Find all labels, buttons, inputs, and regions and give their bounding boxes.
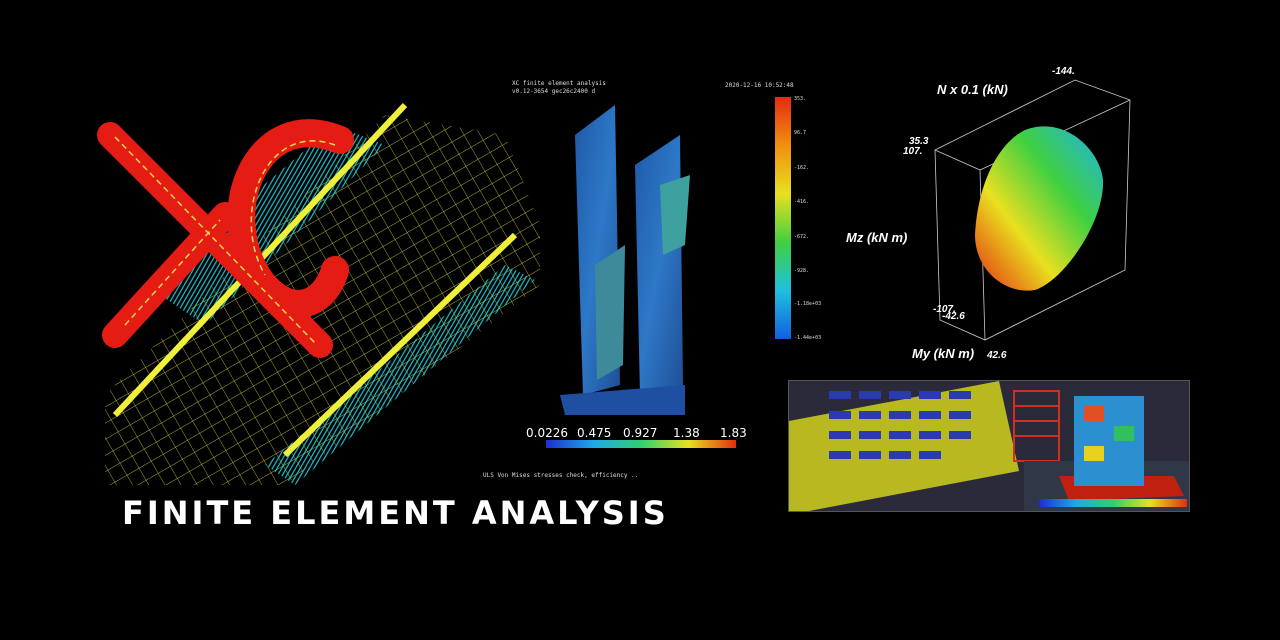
- xc-logo: [97, 119, 354, 358]
- scale-label-0: 0.0226: [526, 426, 568, 440]
- n-axis-label: N x 0.1 (kN): [937, 82, 1008, 97]
- scale-label-1: 0.475: [577, 426, 612, 440]
- fea-header-line1: XC finite element analysis: [512, 80, 606, 87]
- fea-timestamp: 2020-12-16 10:52:48: [725, 82, 794, 89]
- colorbar-label-3: -416.: [794, 199, 810, 205]
- tick-mz-bottom: -107.: [933, 304, 956, 315]
- colorbar-label-2: -162.: [794, 165, 810, 171]
- my-axis-label: My (kN m): [912, 346, 975, 361]
- tick-my-left: -42.6: [942, 311, 965, 322]
- tick-n-left: 107.: [903, 146, 923, 157]
- beam-lower: [282, 232, 518, 458]
- mz-axis-label: Mz (kN m): [846, 230, 908, 245]
- efficiency-scale-bar: [546, 440, 736, 448]
- mesh-render-panel: [97, 102, 540, 485]
- colorbar-label-1: 96.7: [794, 130, 807, 136]
- scale-label-4: 1.83: [720, 426, 747, 440]
- fea-caption: ULS Von Mises stresses check, efficiency…: [483, 472, 639, 479]
- colorbar-label-7: -1.44e+03: [794, 335, 822, 341]
- colorbar-label-6: -1.18e+03: [794, 301, 822, 307]
- tick-mz-top: 35.3: [909, 136, 929, 147]
- colorbar-label-5: -928.: [794, 268, 810, 274]
- building-model-thumbnail: [788, 380, 1190, 512]
- scale-label-3: 1.38: [673, 426, 700, 440]
- colorbar-label-0: 353.: [794, 96, 807, 102]
- steel-connection-render: [560, 105, 690, 415]
- interaction-surface: [975, 126, 1104, 291]
- building-model-render: [789, 381, 1189, 511]
- tick-n-top: -144.: [1052, 66, 1075, 77]
- scale-label-2: 0.927: [623, 426, 658, 440]
- load-arrows-upper: [145, 125, 385, 325]
- tick-my-right: 42.6: [987, 350, 1007, 361]
- stress-colorbar: [775, 97, 791, 339]
- building-colorbar: [1039, 499, 1187, 507]
- colorbar-label-4: -672.: [794, 234, 810, 240]
- banner-title: FINITE ELEMENT ANALYSIS: [122, 494, 669, 532]
- fea-header-line2: v0.12-3654 gec26c2400 d: [512, 88, 596, 95]
- interaction-diagram: [934, 79, 1131, 341]
- load-arrows-lower: [265, 265, 535, 485]
